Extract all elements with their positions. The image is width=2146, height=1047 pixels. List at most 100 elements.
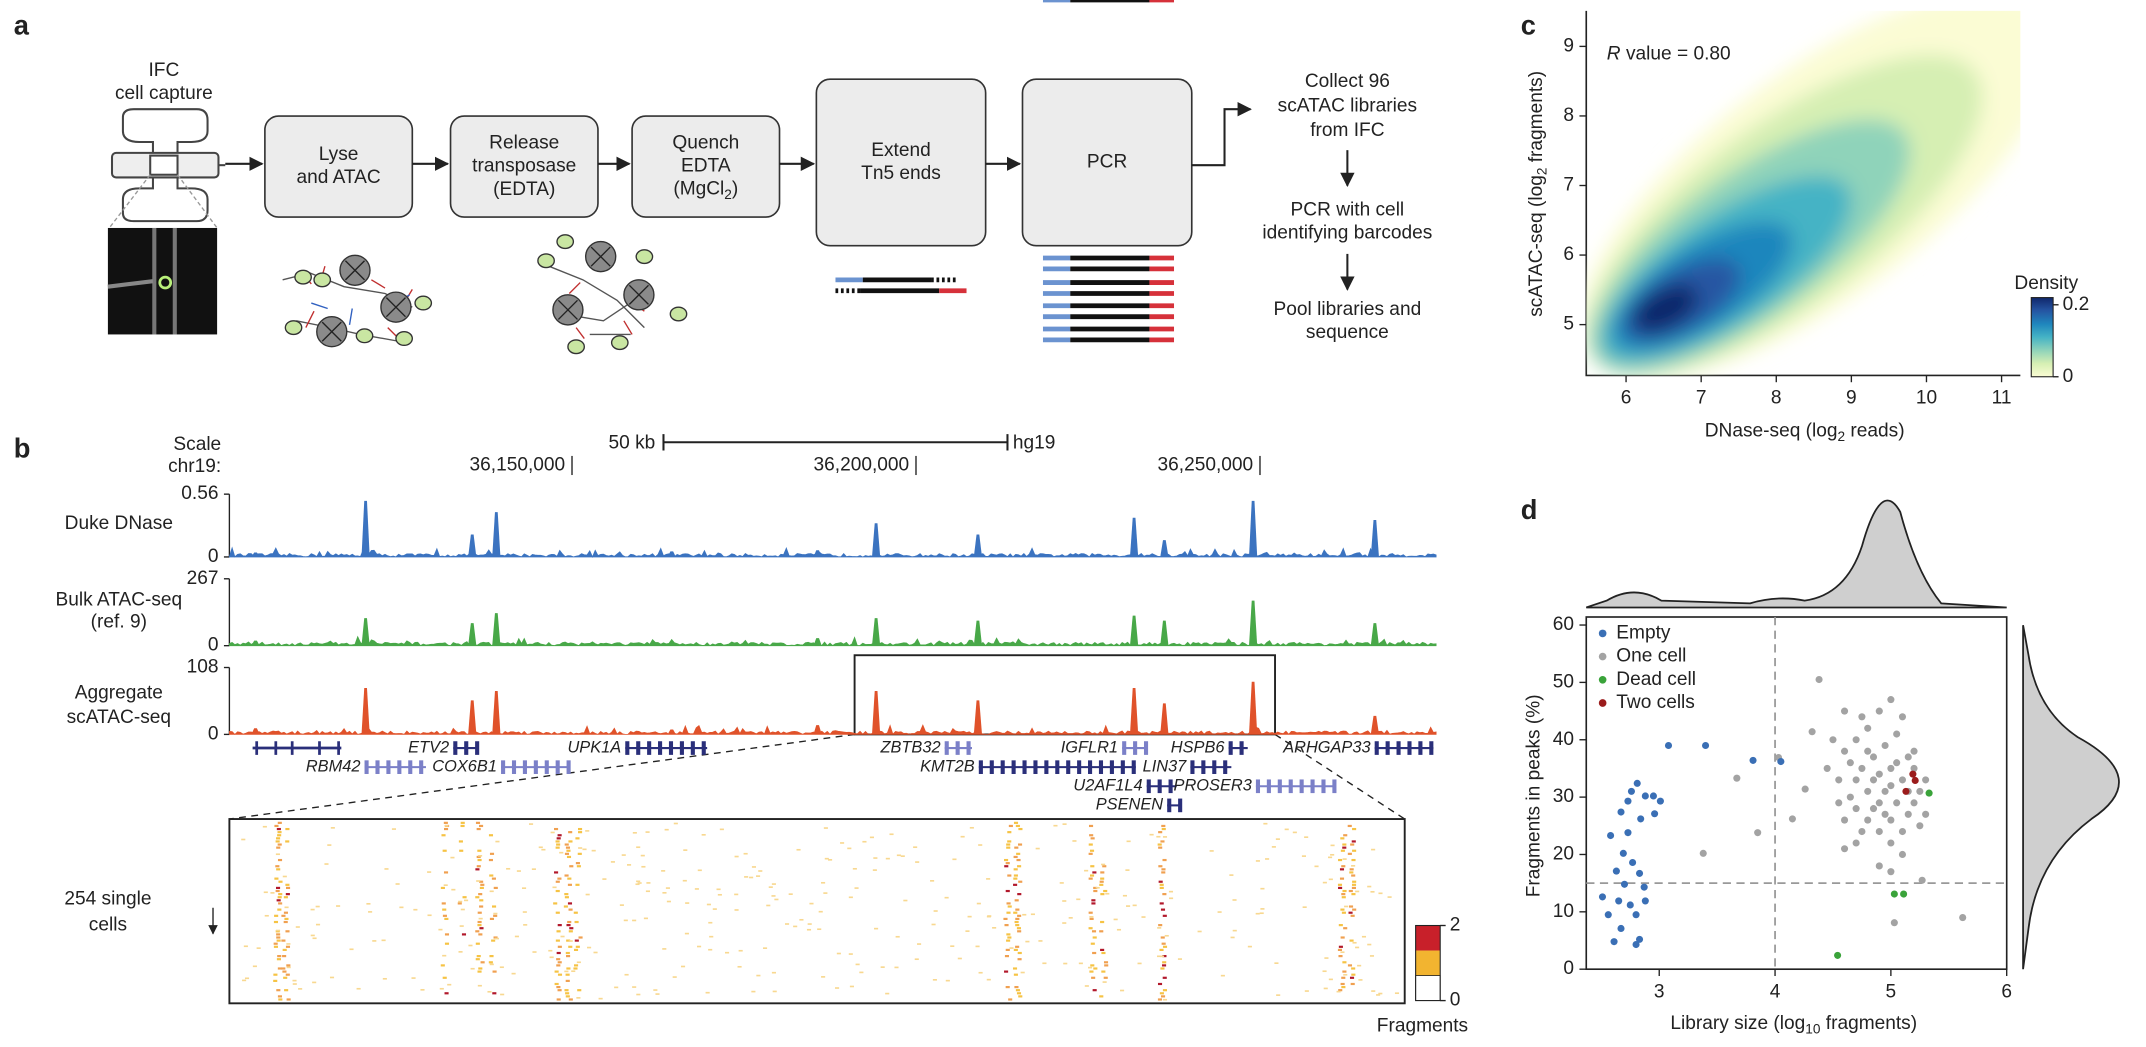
- heatmap-cell: [1099, 930, 1104, 933]
- heatmap-cell: [683, 849, 688, 851]
- heatmap-cell: [1012, 967, 1018, 970]
- heatmap-cell: [295, 926, 300, 928]
- heatmap-cell: [462, 896, 467, 899]
- heatmap-cell: [743, 852, 748, 855]
- heatmap-cell: [673, 822, 678, 825]
- heatmap-cell: [1322, 970, 1327, 973]
- heatmap-cell: [555, 939, 560, 942]
- heatmap-cell: [823, 892, 828, 894]
- heatmap-cell: [1006, 933, 1011, 936]
- heatmap-cell: [556, 951, 561, 955]
- heatmap-cell: [329, 976, 335, 979]
- heatmap-cell: [610, 861, 615, 863]
- heatmap-cell: [1007, 840, 1012, 843]
- step-box: [449, 115, 599, 218]
- heatmap-cell: [1328, 978, 1333, 981]
- y-tick-label: 30: [1553, 786, 1574, 807]
- heatmap-cell: [285, 886, 291, 890]
- heatmap-cell: [477, 858, 482, 862]
- heatmap-cell: [1004, 970, 1009, 973]
- heatmap-cell: [1088, 824, 1094, 828]
- heatmap-cell: [1340, 936, 1345, 939]
- heatmap-cell: [554, 871, 559, 874]
- heatmap-cell: [1339, 868, 1345, 871]
- output-label: PCR with cell: [1291, 199, 1405, 220]
- heatmap-cell: [817, 928, 822, 931]
- heatmap-cell: [1116, 928, 1122, 931]
- heatmap-cell: [310, 934, 315, 937]
- heatmap-cell: [566, 967, 571, 970]
- heatmap-cell: [1348, 911, 1353, 914]
- gene-exon: [1332, 779, 1337, 794]
- scatter-point: [1900, 890, 1908, 898]
- heatmap-cell: [477, 920, 482, 924]
- heatmap-cell: [771, 883, 776, 885]
- heatmap-cell: [315, 923, 321, 926]
- heatmap-cell: [555, 889, 560, 893]
- y-tick-label: 9: [1563, 35, 1574, 56]
- heatmap-cell: [680, 965, 686, 968]
- heatmap-cell: [283, 976, 288, 979]
- heatmap-cell: [556, 837, 561, 840]
- heatmap-cell: [557, 945, 562, 948]
- x-tick-label: 4: [1770, 981, 1781, 1002]
- scatter-point: [1869, 753, 1878, 761]
- heatmap-cell: [945, 979, 950, 982]
- heatmap-cell: [576, 865, 581, 868]
- heatmap-cell: [1160, 908, 1166, 911]
- gene-exon: [544, 760, 549, 774]
- heatmap-cell: [1009, 947, 1014, 949]
- gene-exon: [364, 760, 369, 774]
- cells-label: cells: [89, 915, 127, 936]
- heatmap-cell: [541, 848, 546, 851]
- gene-exon: [386, 760, 391, 774]
- heatmap-cell: [312, 937, 317, 940]
- signal-peak: [973, 534, 983, 557]
- heatmap-cell: [565, 973, 570, 976]
- heatmap-cell: [277, 955, 282, 958]
- colorbar-tick-label: 2: [1450, 915, 1461, 936]
- gene-exon: [1266, 779, 1271, 794]
- heatmap-cell: [381, 939, 386, 942]
- heatmap-cell: [655, 993, 660, 995]
- step-label: and ATAC: [296, 167, 380, 188]
- heatmap-cell: [275, 853, 280, 856]
- heatmap-cell: [274, 824, 279, 828]
- heatmap-cell: [1162, 989, 1168, 992]
- heatmap-cell: [273, 973, 278, 976]
- heatmap-cell: [771, 971, 776, 974]
- heatmap-cell: [578, 936, 583, 939]
- heatmap-cell: [1159, 992, 1164, 995]
- heatmap-cell: [1007, 905, 1012, 908]
- heatmap-cell: [840, 842, 845, 844]
- heatmap-cell: [475, 868, 480, 871]
- heatmap-cell: [278, 902, 283, 905]
- heatmap-cell: [1018, 827, 1023, 831]
- heatmap-cell: [273, 920, 279, 924]
- gene-exon: [1396, 741, 1401, 755]
- ifc-label: IFC: [148, 60, 179, 81]
- heatmap-cell: [587, 946, 592, 949]
- scatter-point: [1641, 792, 1649, 800]
- heatmap-cell: [835, 987, 840, 989]
- heatmap-cell: [488, 858, 493, 862]
- heatmap-cell: [564, 843, 569, 846]
- scale-label: Scale: [173, 434, 221, 455]
- heatmap-cell: [372, 940, 377, 942]
- heatmap-cell: [806, 928, 812, 931]
- scatter-point: [1840, 845, 1849, 853]
- gene-exon: [1429, 741, 1434, 755]
- heatmap-cell: [1263, 822, 1268, 825]
- heatmap-cell: [1162, 893, 1167, 896]
- heatmap-cell: [1099, 995, 1104, 998]
- gene-exon: [690, 741, 695, 755]
- heatmap-cell: [460, 821, 465, 824]
- heatmap-cell: [1378, 892, 1383, 895]
- heatmap-cell: [665, 887, 670, 889]
- heatmap-cell: [1162, 964, 1167, 967]
- gene-exon: [511, 760, 517, 774]
- gene-label: UPK1A: [567, 738, 621, 756]
- gene-label: ETV2: [408, 738, 449, 756]
- heatmap-cell: [285, 930, 290, 933]
- heatmap-cell: [399, 906, 404, 909]
